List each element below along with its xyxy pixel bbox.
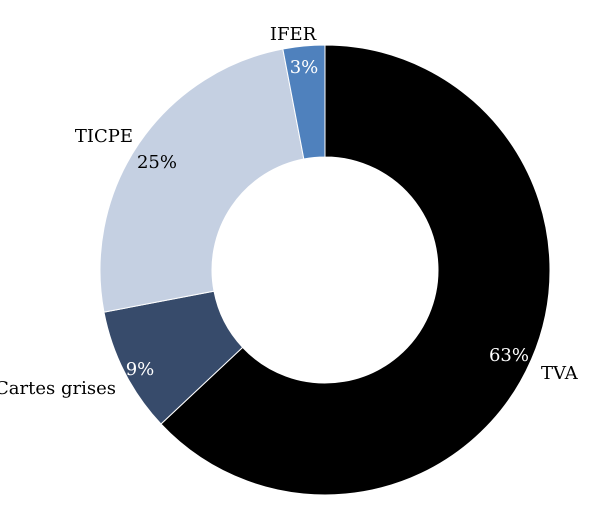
category-label-cartes-grises: Cartes grises [0, 378, 116, 399]
category-label-tva: TVA [541, 363, 579, 384]
category-label-ticpe: TICPE [75, 126, 133, 147]
value-label-ifer: 3% [290, 57, 319, 78]
donut-hole [212, 157, 438, 383]
labels-layer: 63% TVA 9% Cartes grises 25%TICPE 3% IFER [0, 24, 579, 399]
category-label-ifer: IFER [270, 24, 317, 45]
value-label-ticpe: 25% [137, 152, 177, 173]
value-label-cartes-grises: 9% [126, 359, 155, 380]
slices-layer [99, 44, 551, 496]
hole-layer [212, 157, 438, 383]
value-label-tva: 63% [489, 345, 529, 366]
